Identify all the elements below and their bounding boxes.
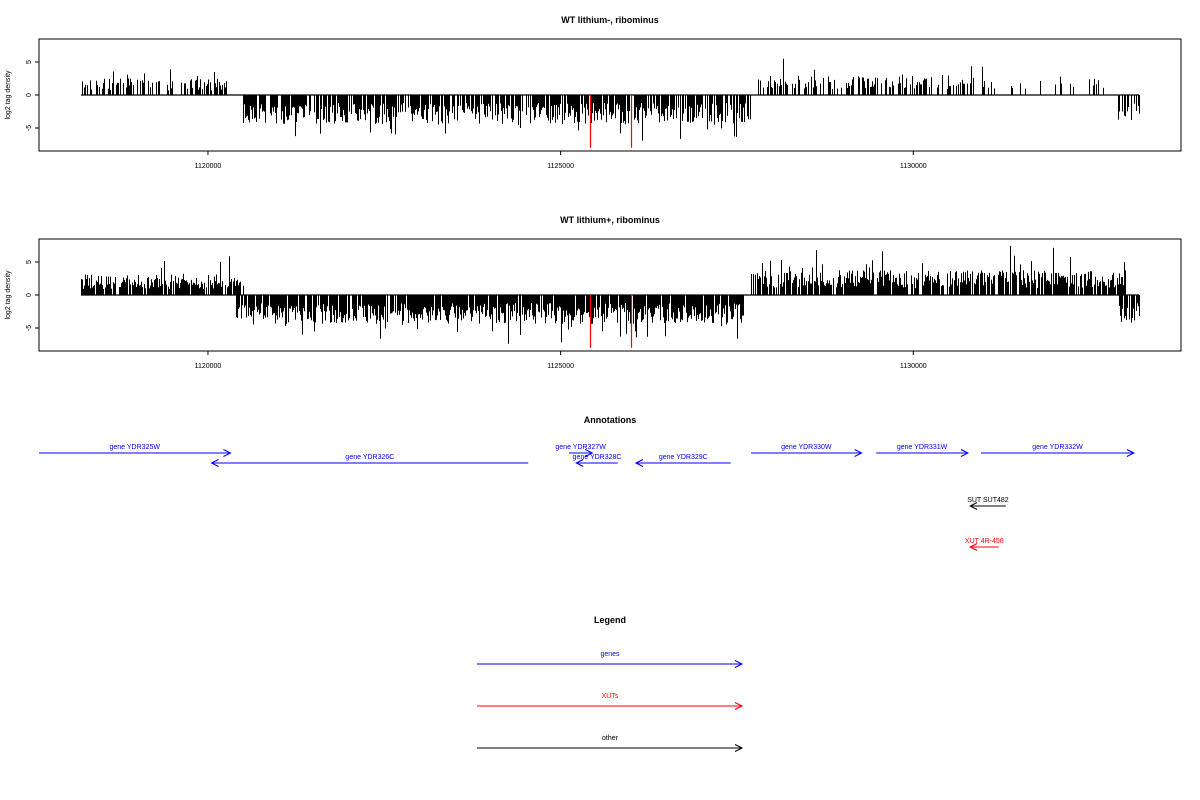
y-tick-label: 0	[26, 93, 33, 97]
y-tick-label: 5	[26, 60, 33, 64]
feature-label: SUT SUT482	[967, 497, 1009, 504]
x-tick-label: 1120000	[195, 163, 222, 170]
feature-label: XUT 4R-456	[965, 538, 1004, 545]
y-tick-label: -5	[26, 125, 33, 131]
feature-label: gene YDR326C	[345, 454, 394, 461]
panel-lithium-plus: WT lithium+, ribominus log2 tag density …	[5, 215, 1182, 370]
legend-items: genes XUTs other	[477, 651, 744, 752]
highlight-bars	[589, 295, 633, 348]
x-axis: 1120000 1125000 1130000	[195, 351, 927, 370]
feature-label: gene YDR325W	[109, 444, 160, 451]
highlight-bars	[589, 95, 633, 148]
arrowhead	[585, 449, 594, 457]
feature-label: gene YDR330W	[781, 444, 832, 451]
arrowhead	[210, 459, 219, 467]
legend-label: other	[602, 735, 619, 742]
density-bars	[81, 245, 1140, 344]
x-tick-label: 1120000	[195, 363, 222, 370]
y-tick-label: 5	[26, 260, 33, 264]
x-tick-label: 1130000	[900, 363, 927, 370]
arrowhead	[223, 449, 232, 457]
arrowhead	[1126, 449, 1136, 457]
arrowhead	[734, 744, 744, 752]
y-axis-label: log2 tag density	[5, 70, 12, 120]
feature-label: gene YDR328C	[573, 454, 622, 461]
feature-label: gene YDR329C	[659, 454, 708, 461]
feature-label: gene YDR332W	[1032, 444, 1083, 451]
y-axis: -5 0 5	[26, 260, 39, 331]
panel-title: WT lithium+, ribominus	[560, 215, 660, 225]
arrowhead	[968, 543, 978, 551]
feature-arrows: gene YDR325W gene YDR326C gene YDR327W gene…	[39, 444, 1136, 551]
arrowhead	[854, 449, 863, 457]
x-axis: 1120000 1125000 1130000	[195, 151, 927, 170]
legend-label: XUTs	[602, 693, 619, 700]
legend-section: Legend genes XUTs other	[477, 615, 744, 752]
y-tick-label: 0	[26, 293, 33, 297]
feature-label: gene YDR327W	[555, 444, 606, 451]
arrowhead	[634, 459, 644, 467]
arrowhead	[575, 459, 584, 467]
x-tick-label: 1125000	[547, 363, 574, 370]
x-tick-label: 1130000	[900, 163, 927, 170]
y-axis: -5 0 5	[26, 60, 39, 131]
panel-lithium-minus: WT lithium-, ribominus log2 tag density …	[5, 15, 1182, 170]
legend-label: genes	[600, 651, 620, 658]
density-bars	[81, 58, 1140, 141]
legend-title: Legend	[594, 615, 626, 625]
arrowhead	[734, 702, 744, 710]
annotations-title: Annotations	[584, 415, 637, 425]
y-tick-label: -5	[26, 325, 33, 331]
y-axis-label: log2 tag density	[5, 270, 12, 320]
x-tick-label: 1125000	[547, 163, 574, 170]
panel-title: WT lithium-, ribominus	[561, 15, 659, 25]
arrowhead	[960, 449, 970, 457]
arrowhead	[734, 660, 744, 668]
arrowhead	[968, 502, 978, 510]
feature-label: gene YDR331W	[897, 444, 948, 451]
